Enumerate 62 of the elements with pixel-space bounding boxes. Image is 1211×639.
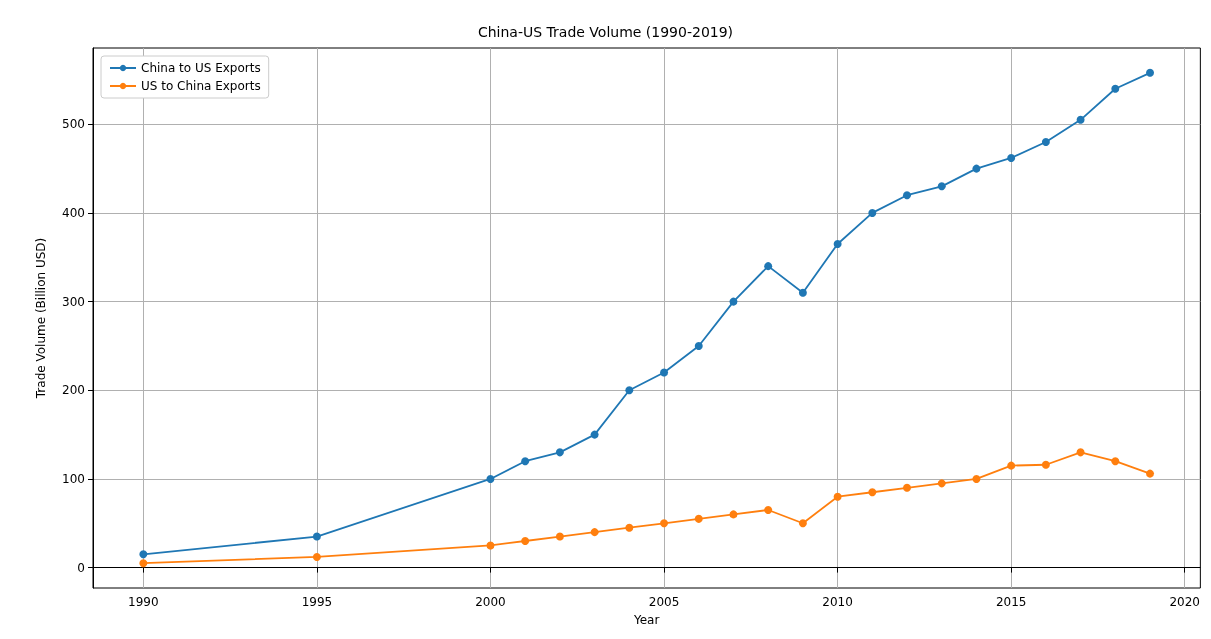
point bbox=[694, 341, 703, 350]
x-tick-label: 2015 bbox=[995, 595, 1027, 609]
x-tick-label: 2010 bbox=[822, 595, 853, 609]
y-axis-title: Trade Volume (Billion USD) bbox=[34, 237, 48, 400]
point bbox=[486, 474, 495, 483]
point bbox=[1076, 448, 1085, 457]
x-tick-label: 2005 bbox=[648, 595, 680, 609]
point bbox=[1041, 137, 1050, 146]
y-tick-label: 500 bbox=[62, 117, 85, 132]
y-tick-label: 0 bbox=[77, 560, 85, 575]
point bbox=[139, 550, 148, 559]
point bbox=[1146, 68, 1155, 77]
point bbox=[660, 368, 669, 377]
point bbox=[312, 532, 321, 541]
point bbox=[660, 519, 669, 528]
point bbox=[798, 288, 807, 297]
point bbox=[1007, 153, 1016, 162]
point bbox=[555, 448, 564, 457]
x-axis-title: Year bbox=[632, 613, 660, 627]
point bbox=[1111, 84, 1120, 93]
legend-label: China to US Exports bbox=[141, 61, 261, 75]
point bbox=[625, 523, 634, 532]
point bbox=[1111, 457, 1120, 466]
x-tick-label: 2020 bbox=[1169, 595, 1200, 609]
point bbox=[521, 537, 530, 545]
point bbox=[833, 239, 842, 248]
point bbox=[1041, 460, 1050, 469]
point bbox=[694, 514, 703, 523]
point bbox=[729, 510, 738, 519]
point bbox=[590, 528, 599, 537]
x-tick-label: 1990 bbox=[128, 595, 159, 609]
point bbox=[798, 519, 807, 528]
point bbox=[868, 208, 877, 217]
y-tick-label: 300 bbox=[62, 294, 85, 309]
point bbox=[972, 474, 981, 483]
point bbox=[555, 532, 564, 541]
point bbox=[139, 559, 148, 568]
point bbox=[937, 182, 946, 191]
x-tick-label: 2000 bbox=[475, 595, 506, 609]
point bbox=[764, 505, 773, 514]
point bbox=[625, 386, 634, 395]
y-tick-label: 400 bbox=[62, 205, 85, 220]
y-tick-label: 100 bbox=[62, 471, 85, 486]
y-tick-label: 200 bbox=[62, 383, 85, 398]
point bbox=[521, 457, 530, 466]
point bbox=[937, 479, 946, 488]
point bbox=[729, 297, 738, 306]
point bbox=[764, 262, 773, 271]
point bbox=[312, 552, 321, 561]
legend-label: US to China Exports bbox=[141, 79, 261, 93]
point bbox=[1146, 469, 1155, 478]
point bbox=[903, 483, 912, 492]
point bbox=[903, 191, 912, 200]
chart-title: China-US Trade Volume (1990-2019) bbox=[477, 24, 734, 40]
point bbox=[833, 492, 842, 501]
point bbox=[486, 541, 495, 550]
point bbox=[1076, 115, 1085, 124]
point bbox=[868, 488, 877, 497]
point bbox=[590, 430, 599, 439]
point bbox=[972, 164, 981, 173]
point bbox=[1007, 461, 1016, 470]
x-tick-label: 1995 bbox=[301, 595, 333, 609]
